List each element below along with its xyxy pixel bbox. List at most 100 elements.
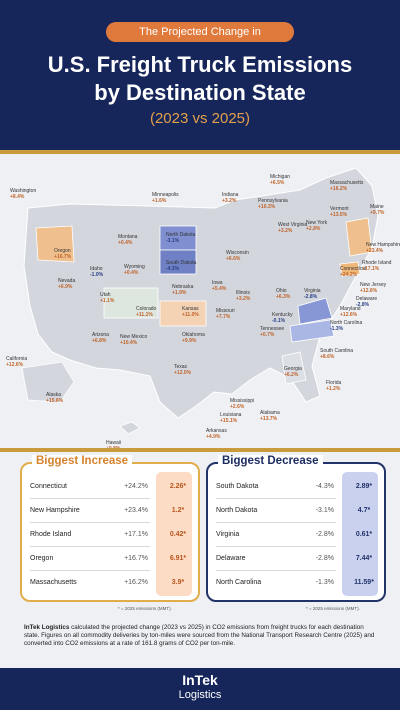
state-name: Kentucky <box>272 312 293 318</box>
state-name: Massachusetts <box>30 579 77 586</box>
map-label-california: California +12.6% <box>6 356 27 368</box>
percent-change: -2.8% <box>315 555 334 562</box>
map-label-new-hampshire: New Hampshire +23.4% <box>366 242 400 254</box>
brand-name: InTek Logistics <box>24 624 70 631</box>
map-label-colorado: Colorado +11.1% <box>136 306 156 318</box>
state-name: North Dakota <box>216 507 258 514</box>
table-row: Massachusetts +16.2% 3.9* <box>30 572 196 594</box>
map-label-kansas: Kansas +11.0% <box>182 306 199 318</box>
state-name: Maryland <box>340 306 361 312</box>
map-label-connecticut: Connecticut +24.2% <box>340 266 366 278</box>
us-map-shapes <box>21 167 379 435</box>
us-map: Washington +8.4% Oregon +16.7% California +12… <box>0 156 400 452</box>
state-name: Virginia <box>304 288 321 294</box>
state-change: +6.9% <box>58 284 73 290</box>
state-name: California <box>6 356 28 362</box>
logo-line1: InTek <box>182 672 218 688</box>
map-label-pennsylvania: Pennsylvania +10.3% <box>258 198 288 210</box>
state-change: -3.1% <box>166 238 180 244</box>
state-name: Vermont <box>330 206 349 212</box>
mainland-shape <box>23 167 379 419</box>
map-label-massachusetts: Massachusetts +16.2% <box>330 180 363 192</box>
methodology-body: calculated the projected change (2023 vs… <box>24 624 375 647</box>
alaska-shape <box>21 361 75 403</box>
state-name: Colorado <box>136 306 157 312</box>
state-change: +13.7% <box>260 416 278 422</box>
state-change: +6.6% <box>226 256 241 262</box>
state-change: +1.2% <box>326 386 341 392</box>
state-change: +12.6% <box>340 312 358 318</box>
state-name: Oklahoma <box>182 332 205 338</box>
state-change: +8.4% <box>10 194 25 200</box>
north-dakota-shape <box>159 225 197 251</box>
state-name: South Dakota <box>166 260 197 266</box>
map-label-oklahoma: Oklahoma +9.9% <box>182 332 205 344</box>
state-name: Kansas <box>182 306 199 312</box>
map-label-michigan: Michigan +6.5% <box>270 174 290 186</box>
state-change: +4.9% <box>206 434 221 440</box>
map-label-tennessee: Tennessee +0.7% <box>260 326 284 338</box>
state-change: +12.6% <box>360 288 378 294</box>
increase-panel: Biggest Increase Connecticut +24.2% 2.26* N… <box>20 455 200 602</box>
state-change: +0.7% <box>260 332 275 338</box>
map-label-montana: Montana +0.4% <box>118 234 137 246</box>
table-row: North Carolina -1.3% 11.59* <box>216 572 382 594</box>
footer-banner: InTek Logistics <box>0 668 400 710</box>
map-label-nebraska: Nebraska +1.9% <box>172 284 193 296</box>
percent-change: -1.3% <box>315 579 334 586</box>
map-label-delaware: Delaware -2.8% <box>356 296 377 308</box>
state-change: +9.9% <box>182 338 197 344</box>
state-name: Florida <box>326 380 342 386</box>
percent-change: -4.3% <box>315 483 334 490</box>
emissions-value: 2.89* <box>355 483 373 490</box>
map-label-texas: Texas +12.0% <box>174 364 191 376</box>
state-change: +6.8% <box>92 338 107 344</box>
state-change: +0.4% <box>118 240 133 246</box>
map-label-iowa: Iowa +5.4% <box>212 280 226 292</box>
state-change: +0.4% <box>124 270 139 276</box>
state-name: Oregon <box>54 248 71 254</box>
state-change: +3.2% <box>236 296 251 302</box>
state-change: +11.1% <box>136 312 153 318</box>
state-name: Missouri <box>216 308 235 314</box>
state-name: Texas <box>174 364 188 370</box>
map-label-georgia: Georgia +6.2% <box>284 366 302 378</box>
state-change: -2.8% <box>304 294 318 300</box>
map-label-virginia: Virginia -2.8% <box>304 288 321 300</box>
virginia-shape <box>297 297 333 325</box>
map-label-nevada: Nevada +6.9% <box>58 278 75 290</box>
state-change: +15.6% <box>46 398 64 404</box>
header-pill: The Projected Change in <box>106 22 294 42</box>
table-row: Virginia -2.8% 0.61* <box>216 524 382 547</box>
map-label-utah: Utah +1.1% <box>100 292 114 304</box>
state-name: New Jersey <box>360 282 387 288</box>
georgia-shape <box>281 351 307 385</box>
state-name: Oregon <box>30 555 54 562</box>
map-label-maryland: Maryland +12.6% <box>340 306 361 318</box>
emissions-value: 7.44* <box>355 555 373 562</box>
row-divider <box>216 570 336 571</box>
percent-change: -2.8% <box>315 531 334 538</box>
map-label-indiana: Indiana +3.2% <box>222 192 238 204</box>
state-name: Arizona <box>92 332 109 338</box>
divider <box>0 448 400 452</box>
kansas-shape <box>159 300 207 327</box>
oregon-shape <box>35 225 75 263</box>
north-carolina-shape <box>289 319 335 343</box>
state-change: +7.7% <box>216 314 231 320</box>
map-label-north-carolina: North Carolina -1.3% <box>330 320 362 332</box>
map-label-arkansas: Arkansas +4.9% <box>206 428 227 440</box>
state-name: Hawaii <box>106 440 122 446</box>
state-name: Rhode Island <box>30 531 72 538</box>
state-name: Rhode Island <box>362 260 392 266</box>
state-name: Tennessee <box>260 326 285 332</box>
increase-footnote: * = 2025 emissions (MMT). <box>118 606 172 611</box>
table-row: Connecticut +24.2% 2.26* <box>30 476 196 499</box>
table-row: South Dakota -4.3% 2.89* <box>216 476 382 499</box>
state-name: New Mexico <box>120 334 148 340</box>
map-label-minneapolis: Minneapolis +1.6% <box>152 192 179 204</box>
row-divider <box>30 546 150 547</box>
state-name: Illinois <box>236 290 250 296</box>
state-change: +16.7% <box>54 254 72 260</box>
state-name: Washington <box>10 188 37 194</box>
